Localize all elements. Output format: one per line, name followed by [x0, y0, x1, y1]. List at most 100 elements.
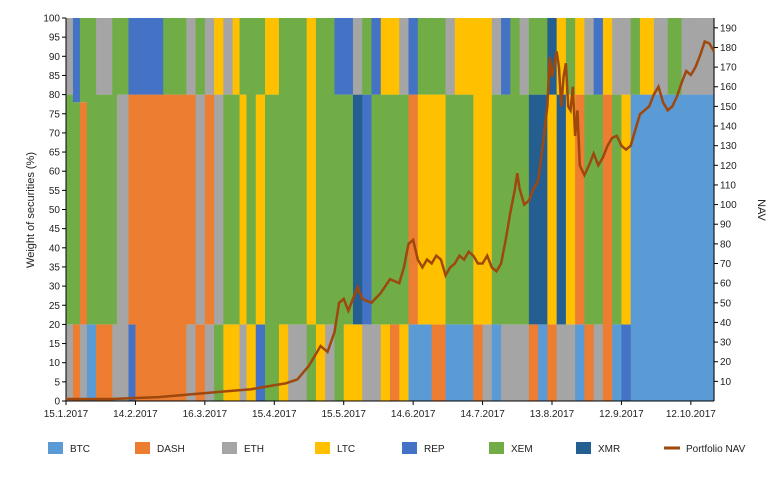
- band-xem-30-2: [362, 18, 373, 95]
- band-eth-38-2: [445, 18, 456, 95]
- band-eth-60-1: [653, 18, 669, 95]
- y-tick-label: 50: [49, 205, 61, 216]
- band-xmr-47-1: [528, 94, 539, 325]
- y-tick-label: 70: [49, 128, 61, 139]
- y-tick-label: 20: [49, 320, 61, 331]
- band-dash-7-1: [128, 94, 137, 325]
- band-eth-57-2: [621, 18, 632, 95]
- y-tick-label: 45: [49, 224, 61, 235]
- legend-swatch-xem: [489, 442, 504, 454]
- band-xem-5-1: [112, 18, 118, 325]
- band-eth-6-0: [116, 94, 130, 401]
- band-rep-28-2: [343, 18, 354, 95]
- band-btc-43-0: [491, 324, 502, 401]
- band-xem-40-1: [464, 94, 474, 325]
- band-eth-31-0: [371, 324, 382, 401]
- band-xem-61-1: [667, 18, 683, 95]
- band-btc-36-0: [417, 324, 433, 401]
- band-ltc-17-1: [239, 94, 248, 325]
- y2-tick-label: 10: [720, 377, 732, 388]
- band-xem-17-2: [239, 18, 248, 95]
- x-tick-label: 14.7.2017: [460, 409, 505, 420]
- y2-tick-label: 170: [720, 63, 737, 74]
- band-btc-35-0: [408, 324, 419, 401]
- band-eth-42-0: [482, 324, 493, 401]
- band-rep-7-0: [128, 324, 137, 401]
- band-ltc-25-0: [315, 324, 326, 401]
- band-xem-21-1: [278, 18, 289, 325]
- band-btc-39-0: [454, 324, 465, 401]
- band-dash-35-1: [408, 94, 419, 325]
- band-ltc-28-0: [343, 324, 354, 401]
- band-ltc-42-1: [482, 18, 493, 325]
- y-tick-label: 60: [49, 167, 61, 178]
- band-eth-0-0: [66, 324, 74, 401]
- band-btc-61-0: [667, 94, 683, 401]
- x-tick-label: 14.6.2017: [391, 409, 436, 420]
- legend-swatch-xmr: [576, 442, 591, 454]
- y-tick-label: 10: [49, 358, 61, 369]
- band-ltc-57-1: [621, 94, 632, 325]
- band-dash-47-0: [528, 324, 539, 401]
- legend-label-dash: DASH: [157, 444, 185, 455]
- band-dash-49-0: [547, 324, 558, 401]
- band-dash-53-0: [584, 324, 595, 401]
- band-xem-12-2: [195, 18, 206, 95]
- band-xem-39-1: [454, 94, 465, 325]
- band-xem-22-1: [288, 18, 299, 325]
- band-xem-25-1: [315, 18, 326, 325]
- band-dash-11-1: [186, 94, 197, 325]
- y-tick-label: 35: [49, 262, 61, 273]
- y-tick-label: 100: [43, 14, 60, 25]
- y2-tick-label: 110: [720, 180, 736, 191]
- band-eth-54-0: [593, 324, 604, 401]
- band-ltc-33-2: [390, 18, 400, 95]
- band-rep-31-2: [371, 18, 382, 95]
- band-eth-44-0: [501, 324, 511, 401]
- band-xem-58-1: [630, 18, 641, 95]
- band-xem-16-1: [232, 94, 241, 325]
- x-tick-label: 15.5.2017: [321, 409, 366, 420]
- legend-label-btc: BTC: [70, 444, 90, 455]
- band-xem-28-1: [343, 94, 354, 325]
- band-xem-10-1: [170, 18, 187, 95]
- band-xem-34-1: [399, 94, 410, 325]
- band-rep-44-2: [501, 18, 511, 95]
- x-tick-label: 14.2.2017: [113, 409, 158, 420]
- band-eth-29-2: [352, 18, 363, 95]
- band-dash-9-0: [163, 94, 171, 401]
- band-ltc-15-0: [223, 324, 234, 401]
- band-ltc-16-0: [232, 324, 241, 401]
- band-eth-14-1: [214, 94, 224, 325]
- band-dash-33-0: [390, 324, 400, 401]
- y-tick-label: 30: [49, 282, 61, 293]
- band-btc-59-0: [639, 94, 655, 401]
- band-eth-0-2: [66, 18, 74, 95]
- band-xem-23-1: [297, 18, 308, 325]
- band-xem-27-0: [334, 94, 345, 401]
- band-dash-41-0: [473, 324, 484, 401]
- band-xem-15-1: [223, 94, 234, 325]
- band-ltc-32-0: [380, 324, 391, 401]
- x-tick-label: 13.8.2017: [530, 409, 575, 420]
- y-axis-title: Weight of securities (%): [25, 152, 37, 268]
- band-dash-52-1: [575, 94, 585, 325]
- band-dash-4-0: [96, 324, 113, 401]
- band-xem-26-1: [325, 18, 336, 325]
- band-eth-4-2: [96, 18, 113, 95]
- band-xem-3-1: [86, 18, 97, 325]
- band-eth-63-1: [695, 18, 715, 95]
- legend-label-ltc: LTC: [337, 444, 355, 455]
- weight-bands: [66, 18, 715, 401]
- y2-tick-label: 60: [720, 279, 732, 290]
- band-xem-18-1: [246, 18, 257, 325]
- band-ltc-36-1: [417, 94, 433, 325]
- legend: BTC DASH ETH LTC REP XEM XMR Portfolio NAV: [48, 442, 746, 455]
- band-ltc-59-1: [639, 18, 655, 95]
- band-ltc-24-1: [306, 18, 317, 325]
- band-xem-47-2: [528, 18, 539, 95]
- band-eth-11-0: [186, 324, 197, 401]
- band-eth-13-0: [204, 324, 215, 401]
